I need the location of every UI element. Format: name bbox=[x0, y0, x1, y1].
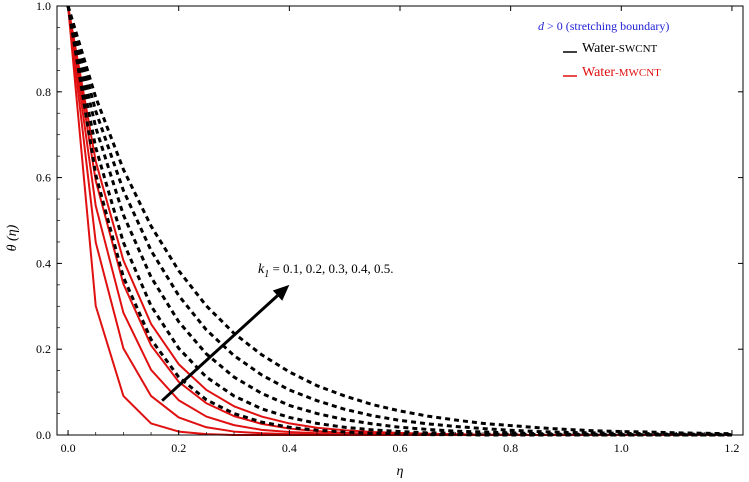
y-tick-label: 0.6 bbox=[36, 171, 51, 185]
legend-label-swcnt: Water-SWCNT bbox=[582, 41, 658, 56]
x-tick-label: 1.0 bbox=[614, 441, 629, 455]
k1-subscript: 1 bbox=[264, 269, 269, 280]
k1-arrow-head bbox=[272, 284, 290, 301]
legend-label-mwcnt: Water-MWCNT bbox=[582, 65, 661, 80]
y-axis-title: θ (η) bbox=[5, 224, 20, 251]
ticks-layer: 0.0 0.2 0.4 0.6 0.8 1.0 1.2 0.0 0.2 0.4 0.6 0.8 1.0 bbox=[36, 0, 743, 455]
x-tick-label: 0.0 bbox=[61, 441, 76, 455]
y-tick-label: 0.0 bbox=[36, 428, 51, 442]
legend: d > 0 (stretching boundary) Water-SWCNT … bbox=[538, 19, 669, 80]
series-line-water-swcnt-k1-0.5 bbox=[66, 5, 732, 436]
x-tick-label: 1.2 bbox=[724, 441, 739, 455]
x-axis-title: η bbox=[397, 464, 404, 479]
k1-symbol: k bbox=[258, 262, 265, 277]
x-tick-label: 0.8 bbox=[503, 441, 518, 455]
x-tick-label: 0.4 bbox=[282, 441, 297, 455]
k1-arrow-shaft bbox=[161, 294, 279, 402]
legend-condition-text: > 0 (stretching boundary) bbox=[544, 19, 669, 33]
y-tick-label: 1.0 bbox=[36, 0, 51, 13]
x-tick-label: 0.2 bbox=[171, 441, 186, 455]
y-tick-label: 0.4 bbox=[36, 256, 51, 270]
k1-annotation: k1 = 0.1, 0.2, 0.3, 0.4, 0.5. bbox=[258, 261, 394, 280]
y-tick-label: 0.8 bbox=[36, 85, 51, 99]
legend-condition-symbol: d bbox=[538, 19, 545, 33]
x-tick-label: 0.6 bbox=[393, 441, 408, 455]
y-tick-label: 0.2 bbox=[36, 342, 51, 356]
legend-condition: d > 0 (stretching boundary) bbox=[538, 19, 669, 33]
arrow-layer bbox=[161, 284, 290, 402]
k1-values: = 0.1, 0.2, 0.3, 0.4, 0.5. bbox=[269, 261, 393, 276]
